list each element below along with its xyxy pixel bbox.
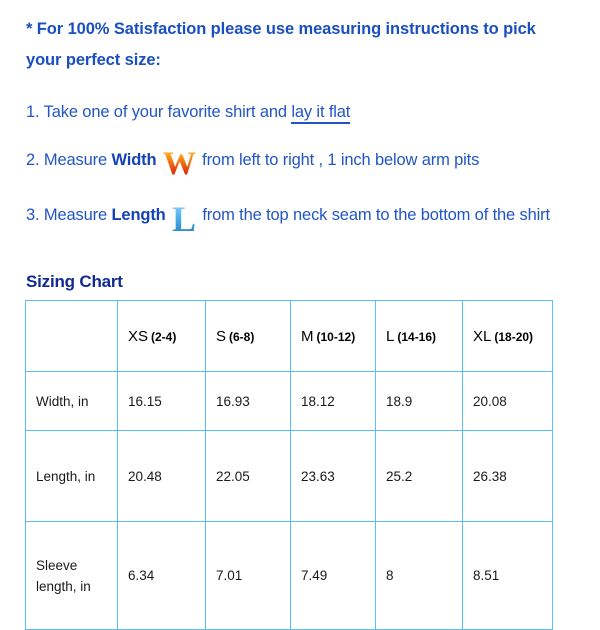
step-2-number: 2. xyxy=(26,151,40,169)
cell-sleeve-xl: 8.51 xyxy=(462,521,553,630)
step-3-number: 3. xyxy=(26,206,40,224)
cell-length-m: 23.63 xyxy=(290,430,376,522)
step-2-text-before: Measure xyxy=(43,151,108,169)
instructions-intro: * For 100% Satisfaction please use measu… xyxy=(26,20,536,69)
size-label: L xyxy=(386,327,395,345)
cell-length-xl: 26.38 xyxy=(462,430,553,522)
chart-title: Sizing Chart xyxy=(26,272,123,291)
table-header-l: L (14-16) xyxy=(375,300,463,372)
table-row: Length, in 20.48 22.05 23.63 25.2 26.38 xyxy=(25,430,553,522)
width-letter-icon: W xyxy=(162,146,196,182)
table-row: Sleeve length, in 6.34 7.01 7.49 8 8.51 xyxy=(25,521,553,630)
size-range: (14-16) xyxy=(397,329,437,344)
cell-length-s: 22.05 xyxy=(205,430,291,522)
step-3-text-before: Measure xyxy=(43,206,108,224)
cell-sleeve-s: 7.01 xyxy=(205,521,291,630)
length-letter-icon: L xyxy=(172,199,196,239)
size-label: S xyxy=(216,327,227,345)
cell-width-xs: 16.15 xyxy=(117,371,206,431)
cell-length-l: 25.2 xyxy=(375,430,463,522)
instruction-step-3: 3. Measure Length L from the top neck se… xyxy=(26,196,578,237)
cell-sleeve-xs: 6.34 xyxy=(117,521,206,630)
cell-width-s: 16.93 xyxy=(205,371,291,431)
size-range: (18-20) xyxy=(494,329,534,344)
row-label-width: Width, in xyxy=(25,371,118,431)
table-row: Width, in 16.15 16.93 18.12 18.9 20.08 xyxy=(25,371,553,431)
table-header-xl: XL (18-20) xyxy=(462,300,553,372)
sizing-chart-page: * For 100% Satisfaction please use measu… xyxy=(25,14,578,630)
instruction-step-2: 2. Measure Width W from left to right , … xyxy=(26,145,576,182)
size-range: (6-8) xyxy=(229,329,255,344)
size-label: XL xyxy=(473,327,492,345)
step-2-text-after: from left to right , 1 inch below arm pi… xyxy=(202,151,480,169)
row-label-sleeve-length: Sleeve length, in xyxy=(25,521,118,630)
size-range: (10-12) xyxy=(316,329,356,344)
table-header-s: S (6-8) xyxy=(205,300,291,372)
size-label: M xyxy=(301,327,314,345)
step-1-emphasis: lay it flat xyxy=(291,103,350,124)
cell-sleeve-l: 8 xyxy=(375,521,463,630)
size-label: XS xyxy=(128,327,149,345)
table-header-m: M (10-12) xyxy=(290,300,376,372)
step-1-number: 1. xyxy=(26,103,40,121)
measuring-instructions: * For 100% Satisfaction please use measu… xyxy=(26,14,578,237)
cell-length-xs: 20.48 xyxy=(117,430,206,522)
step-2-bold-word: Width xyxy=(111,151,157,169)
instruction-step-1: 1. Take one of your favorite shirt and l… xyxy=(26,97,576,127)
cell-width-xl: 20.08 xyxy=(462,371,553,431)
cell-sleeve-m: 7.49 xyxy=(290,521,376,630)
sizing-table: XS (2-4) S (6-8) M (10-12) L (14-16) XL (18-2… xyxy=(25,300,553,630)
cell-width-m: 18.12 xyxy=(290,371,376,431)
table-corner-cell xyxy=(25,300,118,372)
cell-width-l: 18.9 xyxy=(375,371,463,431)
step-3-text-after: from the top neck seam to the bottom of … xyxy=(202,206,550,224)
table-header-xs: XS (2-4) xyxy=(117,300,206,372)
step-1-text: Take one of your favorite shirt and xyxy=(43,103,287,121)
row-label-length: Length, in xyxy=(25,430,118,522)
size-range: (2-4) xyxy=(151,329,177,344)
step-3-bold-word: Length xyxy=(111,206,166,224)
table-header-row: XS (2-4) S (6-8) M (10-12) L (14-16) XL (18-2… xyxy=(25,300,553,372)
